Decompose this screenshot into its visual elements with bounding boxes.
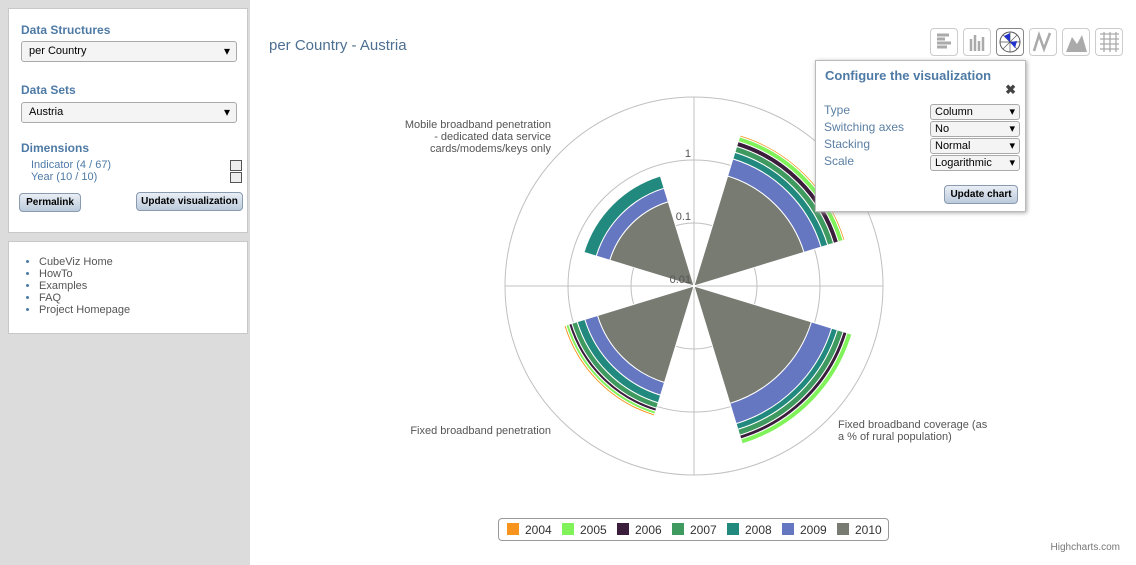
permalink-button[interactable]: Permalink xyxy=(19,193,81,212)
close-button[interactable]: ✖ xyxy=(1005,82,1016,97)
sector xyxy=(729,321,833,425)
category-label: Fixed broadband penetration xyxy=(410,425,551,437)
credits: Highcharts.com xyxy=(1050,542,1120,553)
sector xyxy=(584,314,666,396)
toolbar-button[interactable] xyxy=(996,28,1024,56)
sector xyxy=(596,285,695,384)
legend-item[interactable]: 2008 xyxy=(727,523,772,537)
dataset-select[interactable]: Austria xyxy=(21,102,237,123)
link[interactable]: Examples xyxy=(39,280,130,292)
section-header: Data Structures xyxy=(21,23,111,37)
section-header: Dimensions xyxy=(21,141,90,155)
legend-label: 2006 xyxy=(635,523,662,537)
sector xyxy=(563,324,656,417)
legend-item[interactable]: 2010 xyxy=(837,523,882,537)
legend-item[interactable]: 2006 xyxy=(617,523,662,537)
sector xyxy=(732,151,829,248)
category-label: Mobile broadband penetration - dedicated… xyxy=(404,119,551,155)
chart-title: per Country - Austria xyxy=(269,37,407,54)
sidebar: Data Structures per Country Data Sets Au… xyxy=(0,0,250,565)
dimension-icon[interactable] xyxy=(230,160,242,171)
link-list: CubeViz HomeHowToExamplesFAQProject Home… xyxy=(39,256,130,316)
field-select[interactable]: No xyxy=(930,121,1020,137)
y-tick-label: 0.1 xyxy=(676,211,691,223)
dimension-link[interactable]: Indicator (4 / 67) xyxy=(31,159,112,171)
field-label: Stacking xyxy=(824,137,871,151)
y-tick-label: 0.01 xyxy=(670,274,691,286)
link[interactable]: FAQ xyxy=(39,292,130,304)
settings-panel: Data Structures per Country Data Sets Au… xyxy=(8,8,248,233)
sector xyxy=(737,329,844,436)
sector xyxy=(571,321,659,409)
legend-swatch xyxy=(727,523,739,535)
field-select[interactable]: Logarithmic xyxy=(930,155,1020,171)
sector xyxy=(740,332,853,445)
legend-swatch xyxy=(507,523,519,535)
legend-label: 2007 xyxy=(690,523,717,537)
legend-swatch xyxy=(562,523,574,535)
link[interactable]: HowTo xyxy=(39,268,130,280)
grid-circle xyxy=(567,159,821,413)
legend-label: 2005 xyxy=(580,523,607,537)
y-tick-label: 1 xyxy=(685,148,691,160)
update-chart-button[interactable]: Update chart xyxy=(944,185,1018,204)
sector xyxy=(565,323,657,415)
field-label: Scale xyxy=(824,154,855,168)
sector xyxy=(568,322,658,412)
category-label: Fixed broadband coverage (as a % of rura… xyxy=(838,419,988,443)
toolbar-button[interactable] xyxy=(1095,28,1123,56)
field-select[interactable]: Normal xyxy=(930,138,1020,154)
sector xyxy=(739,331,848,440)
sector xyxy=(693,175,805,287)
toolbar-button[interactable] xyxy=(1062,28,1090,56)
sector xyxy=(583,175,665,257)
toolbar-button[interactable] xyxy=(930,28,958,56)
section-header: Data Sets xyxy=(21,83,76,97)
toolbar-button[interactable] xyxy=(963,28,991,56)
legend-label: 2010 xyxy=(855,523,882,537)
legend-label: 2009 xyxy=(800,523,827,537)
toolbar-button[interactable] xyxy=(1029,28,1057,56)
legend-item[interactable]: 2009 xyxy=(782,523,827,537)
legend: 2004 2005 2006 2007 2008 2009 2010 xyxy=(498,518,889,541)
sector xyxy=(595,187,669,261)
sector xyxy=(727,158,822,253)
legend-item[interactable]: 2005 xyxy=(562,523,607,537)
sector xyxy=(735,327,839,431)
sector xyxy=(576,318,662,404)
config-popup: Configure the visualization ✖ Type Column… xyxy=(815,60,1026,212)
field-label: Switching axes xyxy=(824,120,905,134)
sector xyxy=(693,285,813,405)
sector xyxy=(609,201,695,287)
field-select[interactable]: Column xyxy=(930,104,1020,120)
dimension-icon[interactable] xyxy=(230,172,242,183)
field-label: Type xyxy=(824,103,851,117)
grid-circle xyxy=(630,222,758,350)
legend-swatch xyxy=(672,523,684,535)
link[interactable]: Project Homepage xyxy=(39,304,130,316)
structure-select[interactable]: per Country xyxy=(21,41,237,62)
popup-title: Configure the visualization xyxy=(825,68,992,83)
legend-item[interactable]: 2007 xyxy=(672,523,717,537)
legend-swatch xyxy=(782,523,794,535)
link[interactable]: CubeViz Home xyxy=(39,256,130,268)
legend-swatch xyxy=(617,523,629,535)
legend-label: 2008 xyxy=(745,523,772,537)
update-button[interactable]: Update visualization xyxy=(136,192,243,211)
dimension-link[interactable]: Year (10 / 10) xyxy=(31,171,98,183)
links-panel: CubeViz HomeHowToExamplesFAQProject Home… xyxy=(8,241,248,334)
legend-swatch xyxy=(837,523,849,535)
legend-label: 2004 xyxy=(525,523,552,537)
legend-item[interactable]: 2004 xyxy=(507,523,552,537)
